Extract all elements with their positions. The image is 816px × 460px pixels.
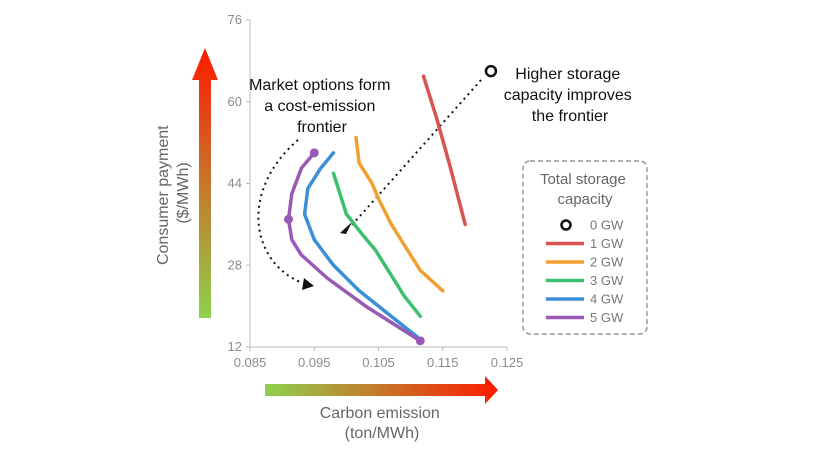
y-tick-label: 12 bbox=[228, 339, 242, 354]
storage-annotation-arrow bbox=[351, 79, 482, 226]
x-tick-label: 0.105 bbox=[362, 355, 395, 370]
y-tick-label: 60 bbox=[228, 94, 242, 109]
legend-box bbox=[522, 160, 648, 335]
y-gradient-arrow bbox=[192, 48, 218, 318]
y-tick-label: 76 bbox=[228, 12, 242, 27]
frontier-annotation-line-3: frontier bbox=[297, 119, 347, 136]
x-tick-label: 0.125 bbox=[491, 355, 524, 370]
x-axis-label-line-1: Carbon emission bbox=[320, 405, 440, 422]
x-gradient-arrow bbox=[265, 376, 498, 404]
storage-annotation-line-2: capacity improves bbox=[504, 87, 632, 104]
storage-annotation-line-1: Higher storage bbox=[515, 66, 620, 83]
legend-label-1-gw: 1 GW bbox=[590, 236, 624, 251]
series-5-gw-line bbox=[286, 151, 423, 343]
x-axis-label-line-2: (ton/MWh) bbox=[345, 425, 420, 442]
legend-label-0-gw: 0 GW bbox=[590, 218, 624, 233]
y-axis-label-line-1: Consumer payment bbox=[155, 125, 172, 265]
series-5-gw-marker bbox=[415, 336, 425, 346]
x-tick-label: 0.115 bbox=[427, 355, 459, 370]
legend-title-line-1: Total storage bbox=[540, 171, 626, 188]
axes bbox=[249, 20, 507, 348]
series-4-gw-line bbox=[302, 151, 419, 339]
frontier-annotation-line-1: Market options form bbox=[249, 77, 390, 94]
legend-label-3-gw: 3 GW bbox=[590, 273, 624, 288]
series-3-gw-line bbox=[331, 171, 423, 319]
storage-annotation-line-3: the frontier bbox=[532, 108, 609, 125]
frontier-arrow-head bbox=[302, 278, 314, 290]
series-2-gw-line bbox=[354, 135, 445, 293]
y-tick-label: 44 bbox=[228, 176, 242, 191]
frontier-annotation-arrow bbox=[257, 139, 301, 283]
frontier-annotation-line-2: a cost-emission bbox=[264, 98, 375, 115]
frontier-annotation: Market options form a cost-emission fron… bbox=[249, 77, 395, 136]
y-axis-label: Consumer payment ($/MWh) bbox=[155, 121, 192, 265]
series-1-gw-line bbox=[421, 74, 467, 227]
series-0-gw-point bbox=[484, 64, 498, 78]
series-5-gw-marker bbox=[284, 214, 294, 224]
legend-label-4-gw: 4 GW bbox=[590, 292, 624, 307]
y-axis-label-line-2: ($/MWh) bbox=[175, 162, 192, 223]
legend-title: Total storage capacity bbox=[540, 171, 630, 208]
legend-swatch-0-gw bbox=[560, 219, 572, 231]
storage-arrow-head bbox=[340, 222, 352, 234]
x-axis-label: Carbon emission (ton/MWh) bbox=[320, 405, 445, 442]
y-tick-label: 28 bbox=[228, 257, 242, 272]
storage-annotation: Higher storage capacity improves the fro… bbox=[504, 66, 637, 125]
legend-title-line-2: capacity bbox=[557, 191, 613, 208]
legend-label-5-gw: 5 GW bbox=[590, 310, 624, 325]
legend-label-2-gw: 2 GW bbox=[590, 255, 624, 270]
series-5-gw-marker bbox=[309, 148, 319, 158]
x-tick-label: 0.085 bbox=[234, 355, 267, 370]
x-tick-label: 0.095 bbox=[298, 355, 331, 370]
